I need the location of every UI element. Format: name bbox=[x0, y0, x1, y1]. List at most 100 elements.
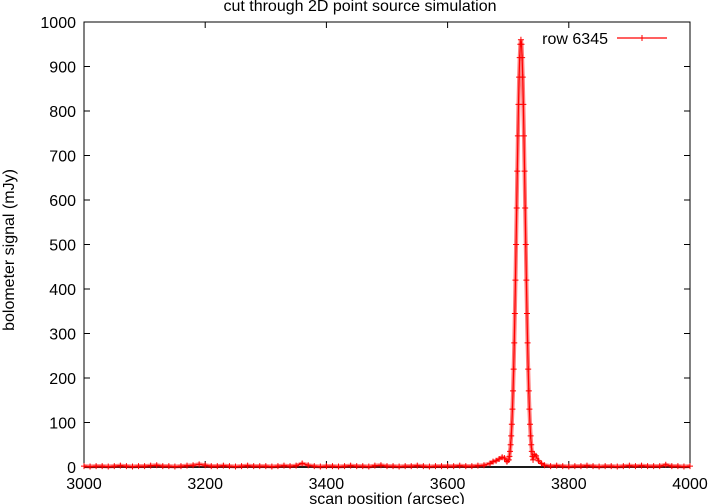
data-point bbox=[396, 463, 403, 470]
data-point bbox=[583, 462, 590, 469]
data-point bbox=[420, 463, 427, 470]
data-point bbox=[507, 448, 514, 455]
y-tick-label: 700 bbox=[49, 149, 76, 166]
data-point bbox=[480, 462, 487, 469]
data-point bbox=[165, 463, 172, 470]
data-point bbox=[220, 462, 227, 469]
y-tick-label: 100 bbox=[49, 416, 76, 433]
data-point bbox=[190, 462, 197, 469]
data-point bbox=[335, 463, 342, 470]
data-point bbox=[687, 463, 693, 470]
data-point bbox=[232, 463, 239, 470]
data-point bbox=[93, 463, 100, 470]
data-point bbox=[508, 421, 515, 428]
data-point bbox=[510, 387, 517, 394]
y-tick-label: 600 bbox=[49, 193, 76, 210]
data-point bbox=[626, 462, 633, 469]
data-point bbox=[135, 463, 142, 470]
data-point bbox=[311, 463, 318, 470]
data-point bbox=[414, 462, 421, 469]
data-point bbox=[390, 463, 397, 470]
data-point bbox=[238, 463, 245, 470]
x-tick-label: 4000 bbox=[672, 476, 708, 493]
data-point bbox=[299, 460, 306, 467]
data-point bbox=[590, 463, 597, 470]
data-point bbox=[456, 462, 463, 469]
data-point bbox=[530, 456, 537, 463]
legend: row 6345 bbox=[542, 31, 667, 48]
x-tick-label: 3800 bbox=[551, 476, 587, 493]
data-point bbox=[506, 453, 513, 460]
data-point bbox=[514, 168, 521, 175]
data-point bbox=[528, 448, 535, 455]
data-point bbox=[432, 463, 439, 470]
x-axis-label: scan position (arcsec) bbox=[309, 491, 465, 504]
data-point bbox=[674, 463, 681, 470]
chart-title: cut through 2D point source simulation bbox=[223, 0, 496, 15]
data-point bbox=[507, 441, 514, 448]
data-point bbox=[533, 452, 540, 459]
data-point bbox=[668, 463, 675, 470]
x-tick-label: 3000 bbox=[66, 476, 102, 493]
legend-label: row 6345 bbox=[542, 31, 608, 48]
data-point bbox=[577, 463, 584, 470]
data-point bbox=[123, 463, 130, 470]
data-point bbox=[513, 205, 520, 212]
data-point bbox=[521, 168, 528, 175]
data-point bbox=[371, 462, 378, 469]
data-point bbox=[596, 463, 603, 470]
data-point bbox=[474, 462, 481, 469]
data-point bbox=[528, 441, 535, 448]
data-point bbox=[105, 463, 112, 470]
y-tick-label: 500 bbox=[49, 238, 76, 255]
data-point bbox=[511, 310, 518, 317]
data-point bbox=[171, 463, 178, 470]
data-point bbox=[159, 463, 166, 470]
data-point bbox=[184, 462, 191, 469]
data-point bbox=[517, 36, 524, 43]
y-tick-label: 800 bbox=[49, 104, 76, 121]
data-point bbox=[541, 462, 548, 469]
data-point bbox=[450, 463, 457, 470]
data-point bbox=[511, 339, 518, 346]
data-point bbox=[359, 463, 366, 470]
data-point bbox=[608, 463, 615, 470]
series-line-halo bbox=[83, 39, 691, 469]
data-point bbox=[323, 463, 330, 470]
y-tick-label: 0 bbox=[67, 460, 76, 477]
data-point bbox=[341, 463, 348, 470]
data-point bbox=[523, 310, 530, 317]
data-point bbox=[153, 462, 160, 469]
data-point bbox=[510, 366, 517, 373]
data-point bbox=[559, 463, 566, 470]
data-point bbox=[644, 463, 651, 470]
data-point bbox=[244, 462, 251, 469]
data-point bbox=[553, 462, 560, 469]
data-point bbox=[250, 463, 257, 470]
data-point bbox=[508, 432, 515, 439]
data-point bbox=[571, 463, 578, 470]
y-tick-label: 400 bbox=[49, 282, 76, 299]
data-point bbox=[523, 277, 530, 284]
data-point bbox=[214, 463, 221, 470]
data-point bbox=[262, 463, 269, 470]
plot-border bbox=[83, 21, 691, 468]
data-point bbox=[487, 460, 494, 467]
x-tick-label: 3600 bbox=[430, 476, 466, 493]
data-point bbox=[317, 463, 324, 470]
data-point bbox=[426, 463, 433, 470]
data-point bbox=[468, 463, 475, 470]
data-point bbox=[538, 460, 545, 467]
data-point bbox=[147, 462, 154, 469]
y-tick-label: 200 bbox=[49, 371, 76, 388]
data-point bbox=[680, 463, 687, 470]
data-point bbox=[526, 406, 533, 413]
data-point bbox=[547, 463, 554, 470]
data-point bbox=[402, 463, 409, 470]
data-point bbox=[347, 462, 354, 469]
data-point bbox=[353, 463, 360, 470]
series-line bbox=[83, 39, 691, 468]
data-point bbox=[493, 457, 500, 464]
